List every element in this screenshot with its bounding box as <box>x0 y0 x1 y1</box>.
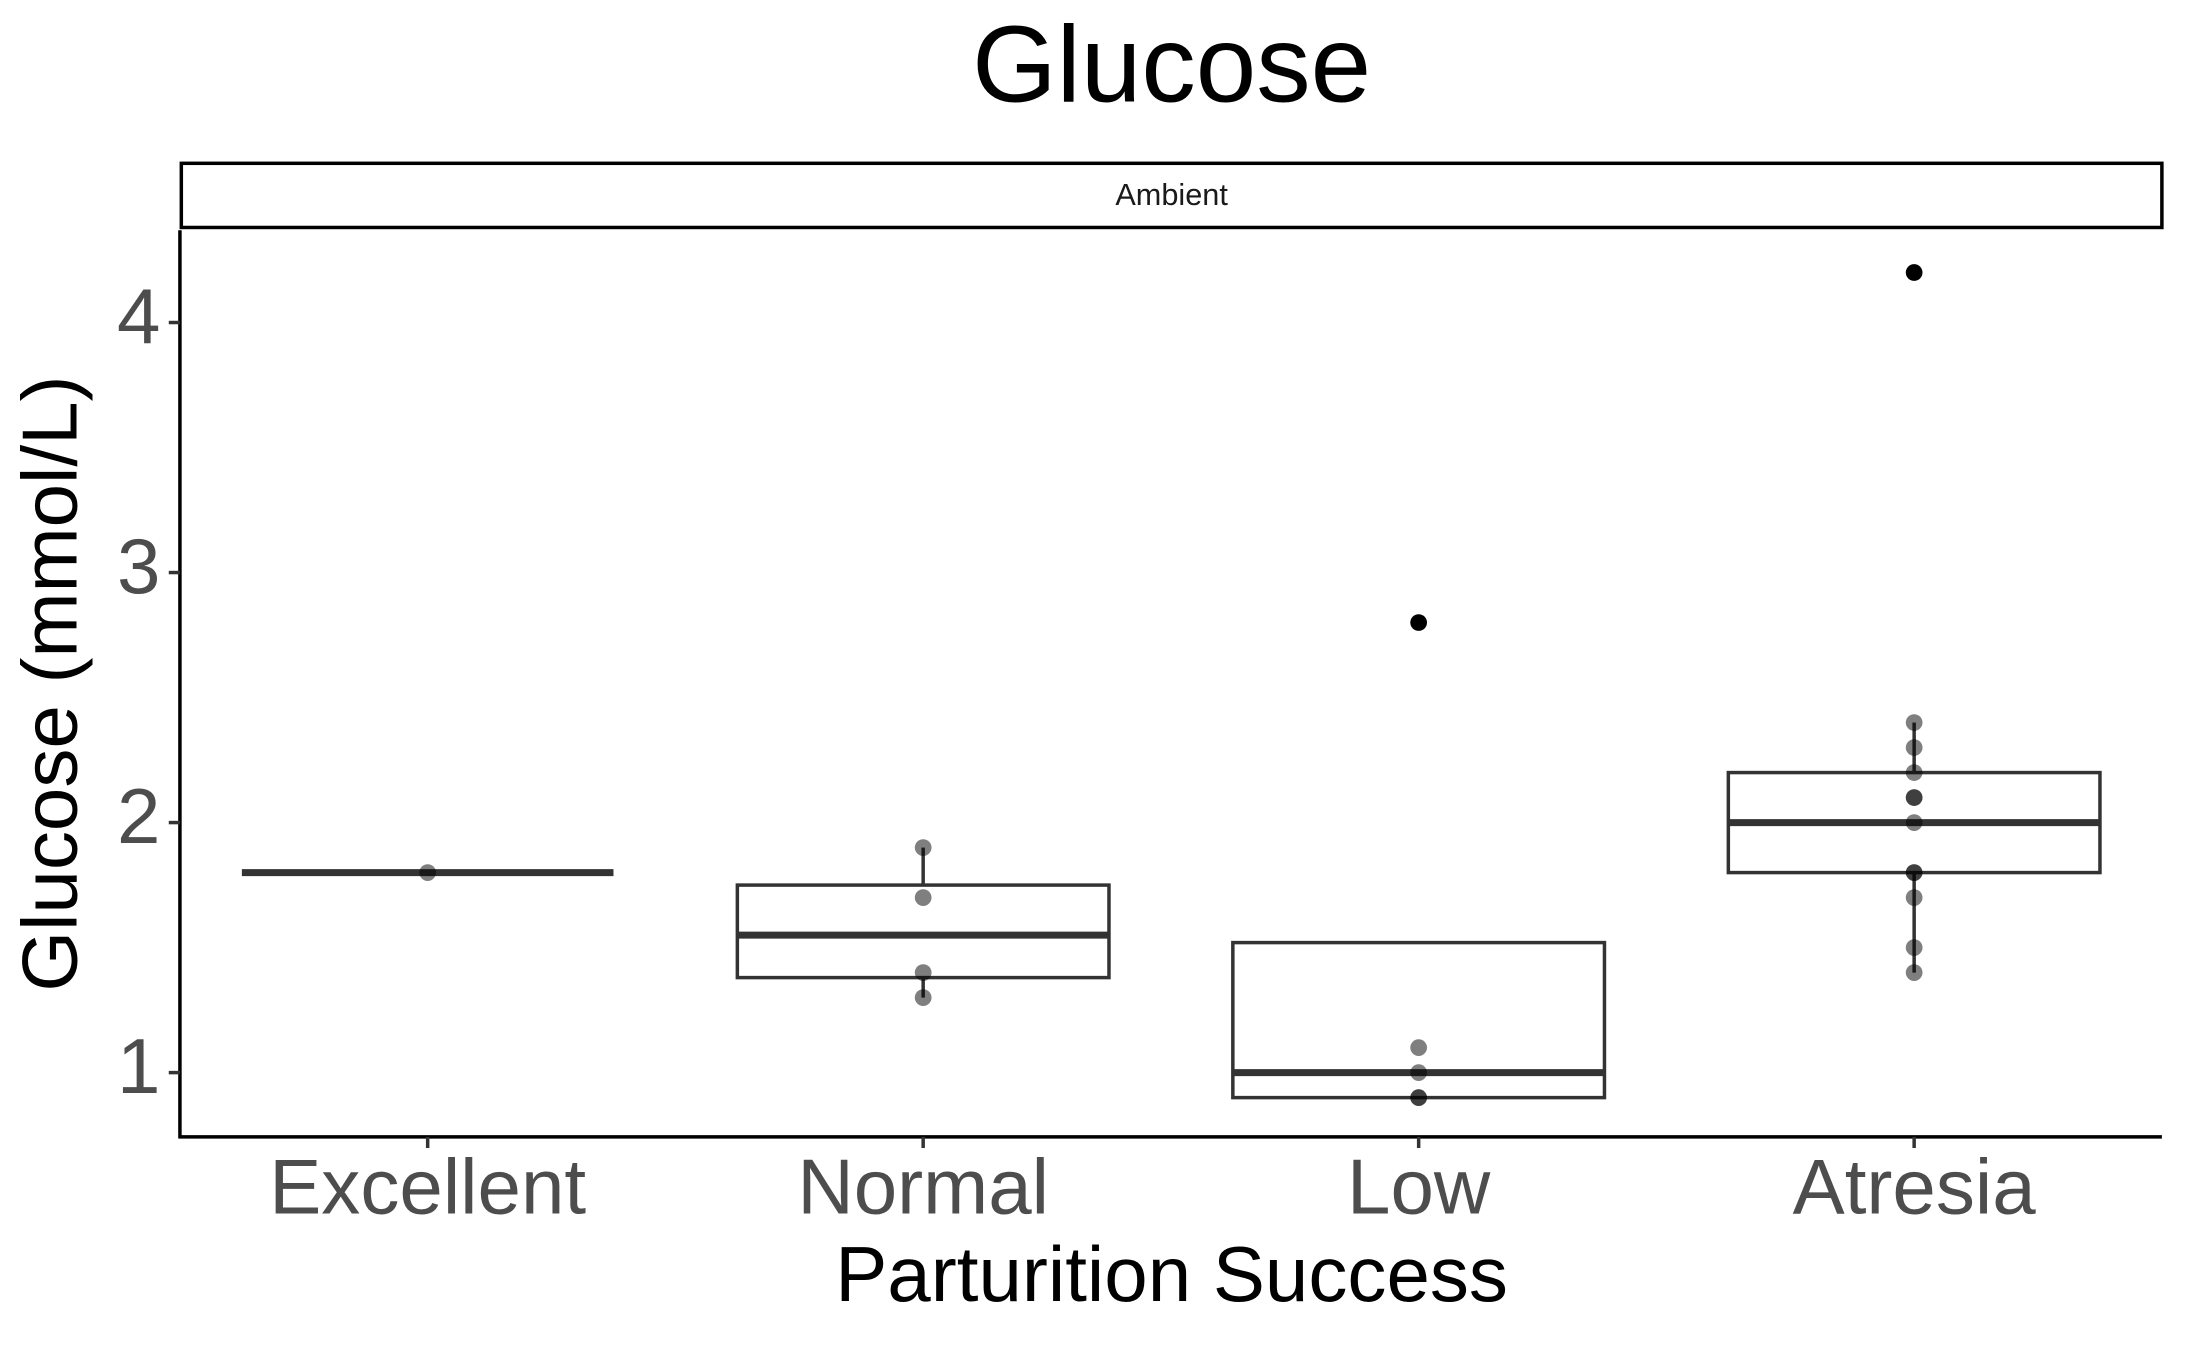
x-tick-label: Normal <box>797 1142 1049 1230</box>
facet-label: Ambient <box>1115 177 1228 212</box>
chart-title: Glucose <box>972 4 1371 125</box>
data-point <box>1905 814 1923 831</box>
data-point <box>1410 1039 1428 1056</box>
facet-strip <box>179 161 2164 230</box>
y-tick-label: 1 <box>117 1022 160 1110</box>
data-point <box>1905 939 1923 956</box>
data-point <box>1905 764 1923 781</box>
data-point <box>914 989 932 1006</box>
data-point <box>914 889 932 906</box>
data-point <box>1410 1064 1428 1081</box>
data-point <box>1905 964 1923 981</box>
y-tick-label: 3 <box>117 522 160 610</box>
y-tick-label: 2 <box>117 772 160 860</box>
x-tick-label: Excellent <box>269 1142 586 1230</box>
data-point <box>914 839 932 856</box>
outlier <box>1410 614 1428 631</box>
data-point <box>1905 864 1923 881</box>
outlier <box>1905 264 1923 281</box>
x-axis-title: Parturition Success <box>835 1230 1508 1318</box>
y-tick-label: 4 <box>117 272 160 360</box>
data-point <box>914 964 932 981</box>
data-point <box>1905 714 1923 731</box>
data-point <box>1905 889 1923 906</box>
data-point <box>1905 789 1923 806</box>
x-tick-label: Low <box>1347 1142 1491 1230</box>
y-axis-title: Glucose (mmol/L) <box>5 375 93 991</box>
data-point <box>1410 1089 1428 1106</box>
x-tick-label: Atresia <box>1793 1142 2037 1230</box>
data-point <box>419 864 437 881</box>
data-point <box>1905 739 1923 756</box>
